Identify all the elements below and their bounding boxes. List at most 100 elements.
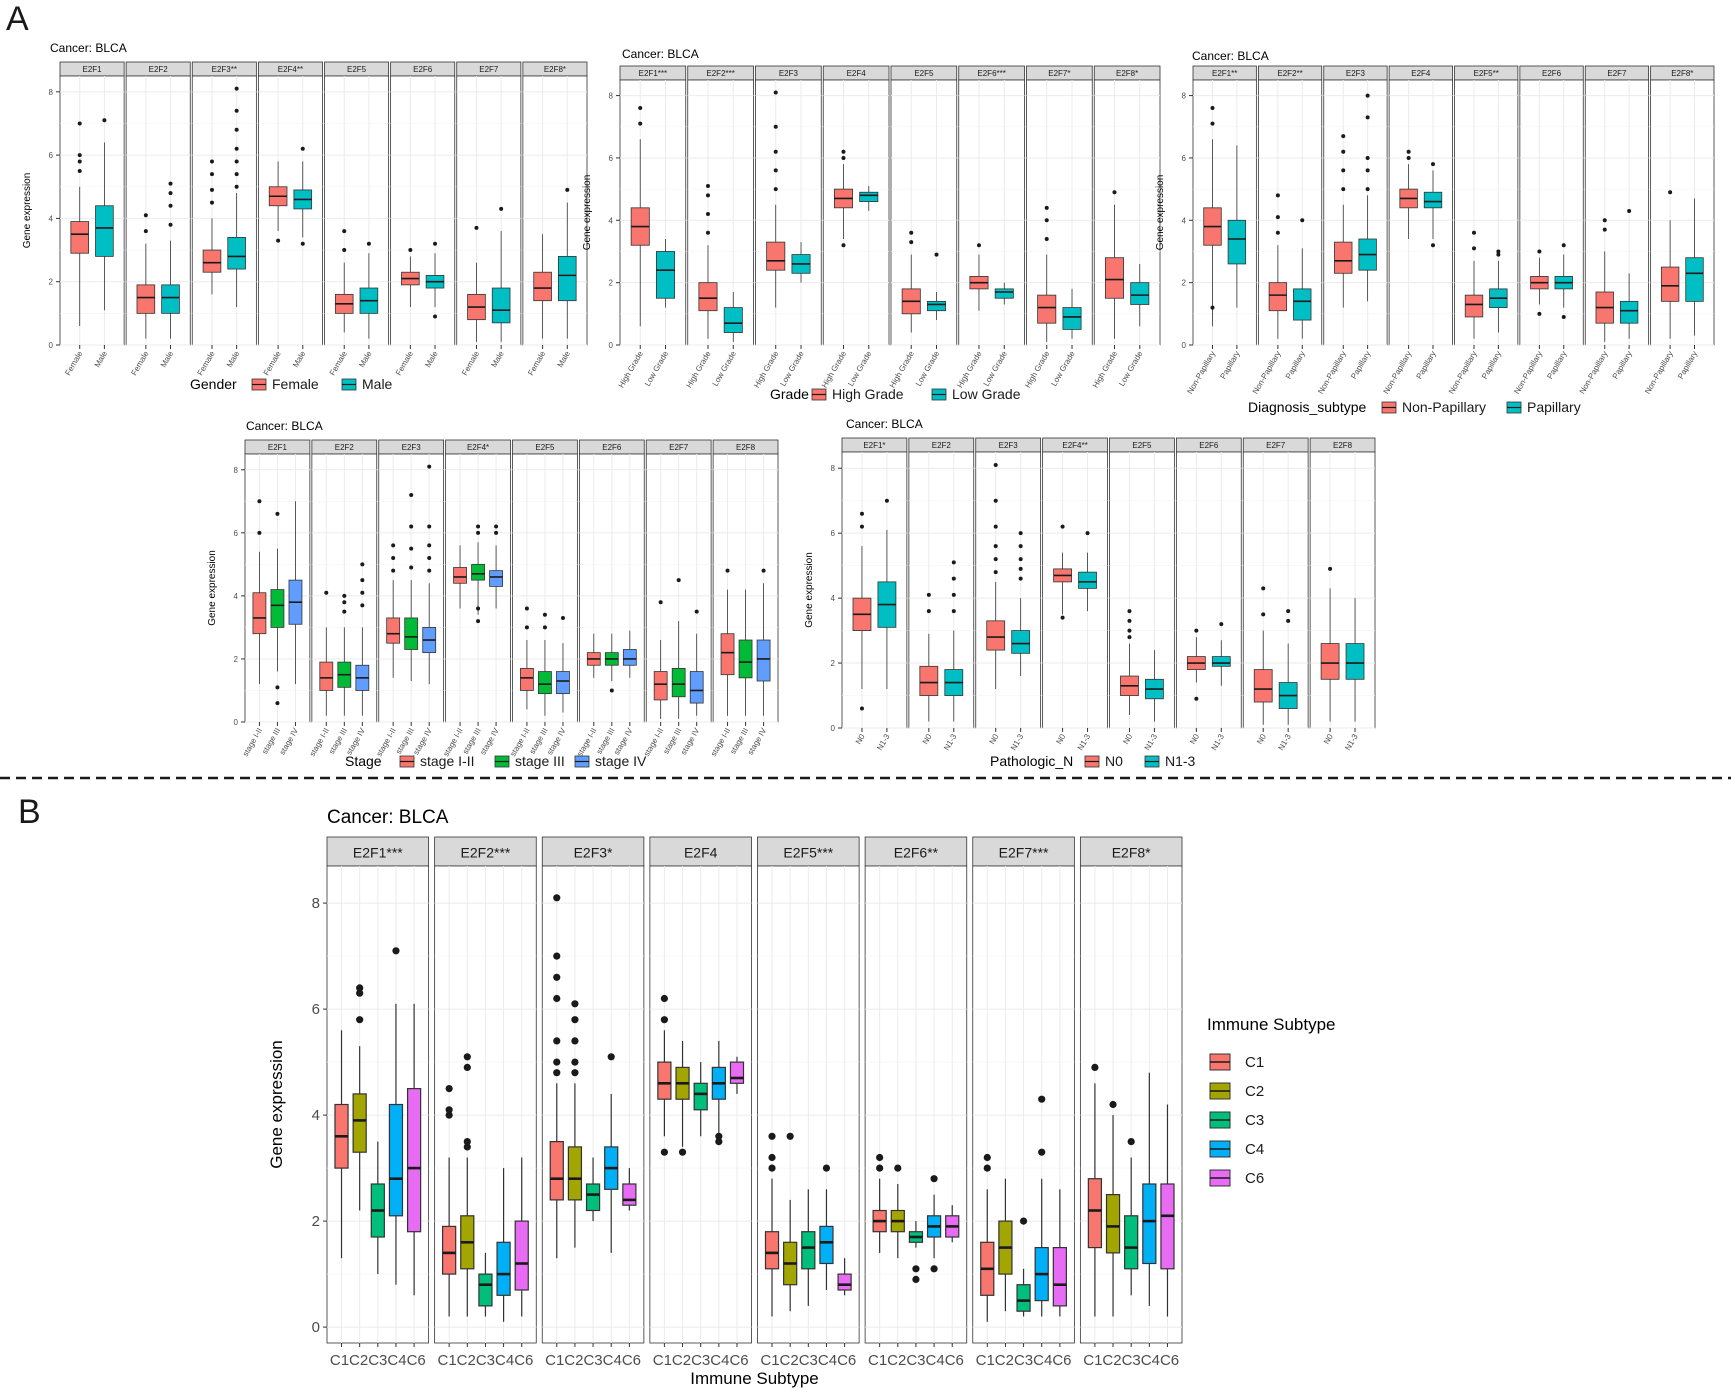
x-tick-label: High Grade [752,349,781,389]
legend-label: Male [362,376,393,392]
facet-strip-label: E2F3 [1346,69,1366,78]
outlier-point [427,568,432,573]
facet-panel-bg [1323,79,1388,346]
outlier-point [1286,618,1291,623]
box [693,1082,708,1111]
box [1423,191,1443,209]
facet-panel: E2F7*** C1C2C3C4C6 [972,836,1075,1369]
outlier-point [884,498,889,503]
x-tick-label: C1C2C3C4C6 [976,1352,1072,1369]
outlier-point [392,947,400,955]
outlier-point [1085,531,1090,536]
x-tick-label: C1C2C3C4C6 [653,1352,749,1369]
facet-panel-bg [1388,79,1453,346]
legend-item: C3 [1209,1111,1264,1129]
outlier-point [876,1153,884,1162]
x-tick-label: C1C2C3C4C6 [545,1352,641,1369]
y-tick-label: 2 [234,655,239,664]
x-tick-label: Low Grade [846,349,874,388]
y-axis-label: Gene expression [207,550,218,626]
facet-panel-bg [456,75,522,346]
outlier-point [1060,615,1065,620]
outlier-point [773,149,778,154]
outlier-point [234,127,239,132]
box [919,665,939,696]
facet-panel-bg [908,451,975,729]
x-tick-label: Non-Papillary [1643,350,1675,396]
box [766,241,786,271]
box [1160,1183,1175,1270]
outlier-point [993,462,998,467]
outlier-point [433,241,438,246]
chart-title: Cancer: BLCA [327,807,449,828]
facet-panel-bg [822,79,890,346]
box [756,639,771,682]
x-tick-label: N1-3 [875,732,892,752]
facet-panel: E2F1 Female Male [59,61,125,377]
outlier-point [257,499,262,504]
box [557,255,577,302]
outlier-point [1018,544,1023,549]
outlier-point [951,609,956,614]
facet-panel: E2F1** Non-Papillary Papillary [1185,65,1257,396]
outlier-point [715,1132,723,1140]
facet-strip-label: E2F6 [1199,441,1219,450]
box [859,191,879,202]
outlier-point [476,530,481,535]
box [585,1183,601,1212]
x-tick-label: High Grade [888,349,917,389]
outlier-point [1018,531,1023,536]
outlier-point [408,248,413,253]
facet-panel-bg [59,75,125,346]
outlier-point [409,492,414,497]
outlier-point [1341,168,1346,173]
box [1130,282,1150,305]
outlier-point [1019,1217,1028,1225]
facet-strip-label: E2F8 [736,443,756,452]
facet-panel: E2F2 N0 N1-3 [908,437,975,752]
outlier-point [638,121,643,126]
facet-panel: E2F2*** C1C2C3C4C6 [434,836,537,1369]
outlier-point [694,609,699,614]
box [556,671,570,695]
outlier-point [1018,566,1023,571]
box [95,205,114,257]
x-tick-label: Female [328,349,349,377]
x-tick-label: Papillary [1611,350,1634,381]
outlier-point [1602,218,1607,223]
box [720,633,735,676]
x-tick-label: N1-3 [1210,732,1227,752]
outlier-point [209,187,214,192]
outlier-point [234,159,239,164]
x-tick-label: High Grade [1023,349,1052,389]
y-tick-label: 6 [312,1001,320,1018]
legend-item: Male [341,376,393,392]
outlier-point [1341,149,1346,154]
x-tick-label: N1-3 [1076,732,1093,752]
box [471,563,485,581]
outlier-point [761,568,766,573]
outlier-point [1668,190,1673,195]
outlier-point [1431,243,1435,248]
legend-label: C4 [1245,1141,1264,1158]
legend-item: stage I-II [399,753,474,769]
facet-strip-label: E2F3 [999,441,1019,450]
outlier-point [930,1265,938,1273]
y-tick-label: 6 [1182,154,1187,163]
outlier-point [1018,576,1023,581]
box [1142,1183,1157,1265]
outlier-point [768,1132,776,1140]
outlier-point [993,544,998,549]
x-tick-label: Male [556,349,573,369]
x-tick-label: C1C2C3C4C6 [1083,1352,1179,1369]
outlier-point [433,314,438,319]
outlier-point [1602,227,1607,232]
x-tick-label: Male [489,349,506,369]
chart-title: Cancer: BLCA [1192,49,1269,63]
outlier-point [391,556,396,561]
outlier-point [168,203,173,208]
facet-panel: E2F6** C1C2C3C4C6 [864,836,968,1369]
